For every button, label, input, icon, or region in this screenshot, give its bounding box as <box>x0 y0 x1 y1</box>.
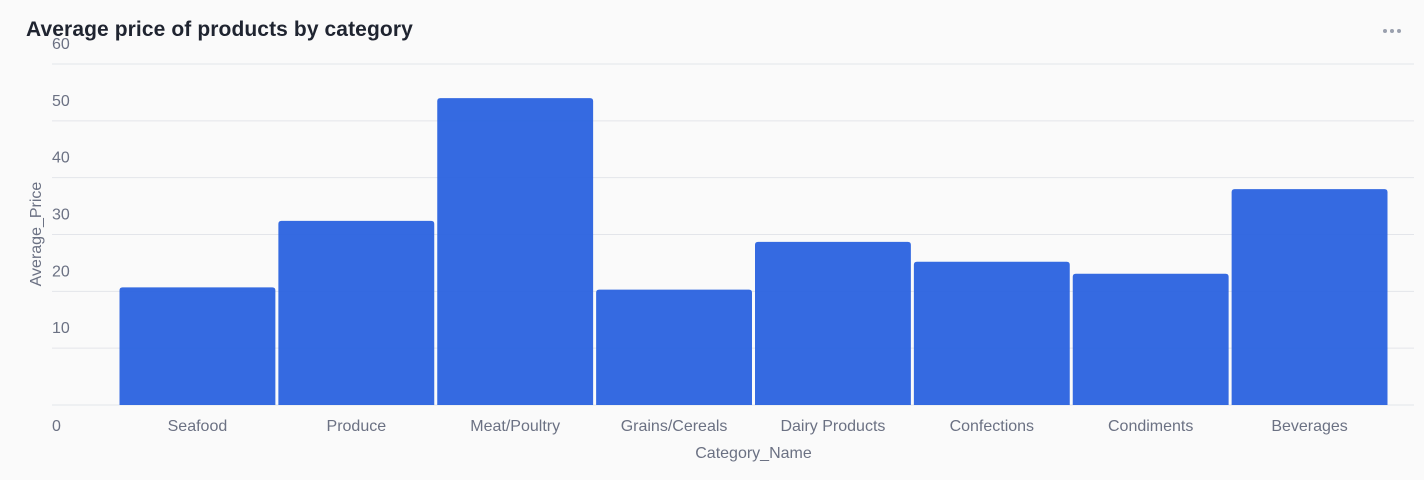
bar-condiments[interactable] <box>1072 273 1229 405</box>
more-options-button[interactable] <box>1380 20 1404 42</box>
bar-dairy-products[interactable] <box>755 241 911 405</box>
x-tick-label: Produce <box>327 418 387 435</box>
x-tick-label: Beverages <box>1271 418 1348 435</box>
bars <box>119 98 1388 405</box>
bar-seafood[interactable] <box>119 287 276 405</box>
x-tick-label: Meat/Poultry <box>470 418 560 435</box>
y-tick-label: 0 <box>52 418 61 435</box>
bar-beverages[interactable] <box>1231 189 1388 405</box>
chart-title: Average price of products by category <box>26 18 413 41</box>
y-tick-label: 40 <box>52 150 70 167</box>
y-tick-label: 60 <box>52 36 70 53</box>
more-horizontal-icon <box>1383 29 1401 33</box>
x-tick-label: Confections <box>950 418 1035 435</box>
bar-confections[interactable] <box>913 261 1070 405</box>
y-tick-label: 20 <box>52 263 70 280</box>
bar-meat-poultry[interactable] <box>437 98 594 405</box>
y-axis-title: Average_Price <box>28 182 45 287</box>
bar-produce[interactable] <box>278 220 435 405</box>
bar-grains-cereals[interactable] <box>596 289 752 405</box>
x-tick-label: Dairy Products <box>780 418 885 435</box>
y-tick-label: 10 <box>52 320 70 337</box>
x-axis-title: Category_Name <box>695 445 812 462</box>
y-tick-label: 50 <box>52 93 70 110</box>
y-axis-ticks: 0 10 20 30 40 50 60 <box>52 36 70 435</box>
x-tick-label: Condiments <box>1108 418 1193 435</box>
x-axis-ticks: Seafood Produce Meat/Poultry Grains/Cereals… <box>168 418 1348 435</box>
x-tick-label: Grains/Cereals <box>621 418 728 435</box>
y-tick-label: 30 <box>52 207 70 224</box>
x-tick-label: Seafood <box>168 418 228 435</box>
